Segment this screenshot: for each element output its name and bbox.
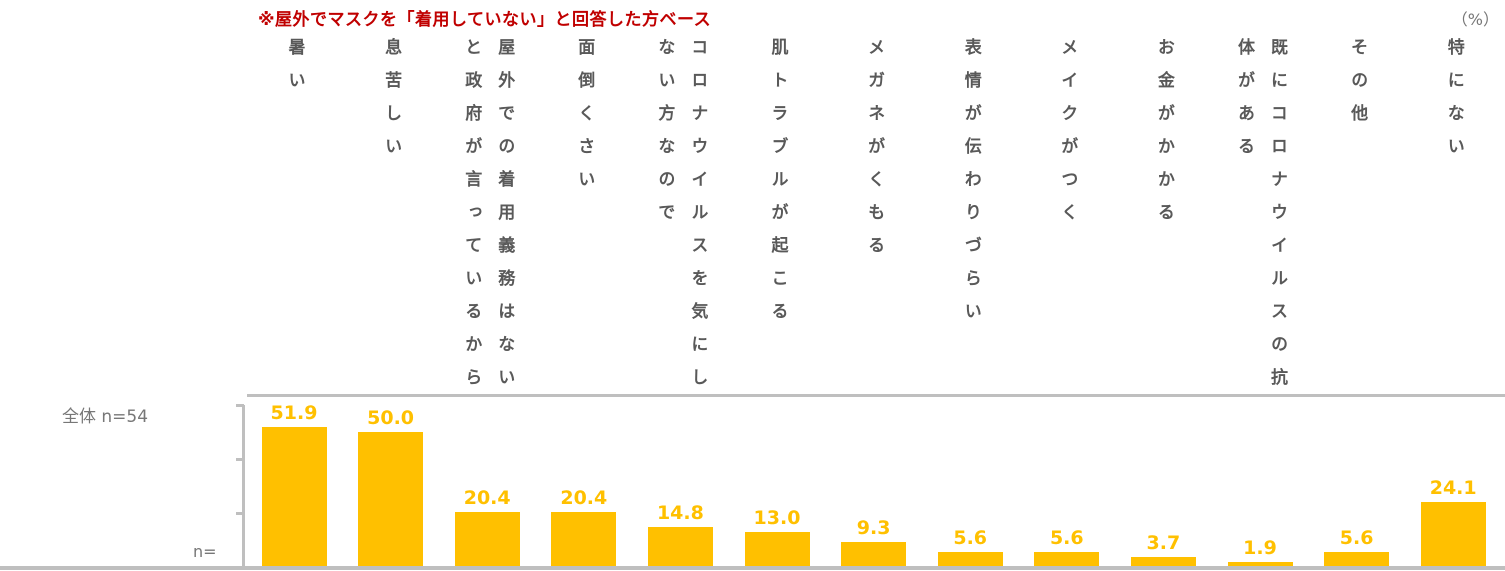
- category-label: 暑い: [284, 38, 305, 104]
- data-label: 14.8: [656, 502, 704, 525]
- unit-label: （%）: [1451, 10, 1499, 29]
- data-label: 20.4: [463, 486, 511, 509]
- header-divider: [247, 394, 1505, 397]
- bar: [358, 432, 424, 567]
- category-label: コロナウイルスを気にしない方なので: [654, 38, 708, 401]
- baseline: [0, 566, 1505, 570]
- bar: [261, 426, 327, 567]
- category-label: 表情が伝わりづらい: [960, 38, 981, 335]
- bar: [841, 541, 907, 567]
- data-label: 24.1: [1429, 476, 1477, 499]
- n-label: n=: [193, 542, 217, 561]
- data-label: 5.6: [953, 526, 988, 549]
- category-label: お金がかかる: [1153, 38, 1174, 236]
- y-tick: [236, 404, 244, 407]
- bar: [1420, 501, 1486, 567]
- bar: [1130, 557, 1196, 567]
- base-note: ※屋外でマスクを「着用していない」と回答した方ベース: [258, 10, 712, 30]
- data-label: 13.0: [753, 506, 801, 529]
- category-label: メイクがつく: [1057, 38, 1078, 236]
- row-label: 全体 n=54: [62, 407, 149, 427]
- category-label: 面倒くさい: [574, 38, 595, 203]
- bar: [1227, 561, 1293, 567]
- category-label: 屋外での着用義務はないと政府が言っているから: [461, 38, 515, 401]
- bar: [454, 511, 520, 567]
- category-label: 息苦しい: [381, 38, 402, 170]
- y-tick: [236, 458, 244, 461]
- data-label: 20.4: [560, 486, 608, 509]
- data-label: 5.6: [1339, 526, 1374, 549]
- data-label: 5.6: [1049, 526, 1084, 549]
- category-label: 肌トラブルが起こる: [767, 38, 788, 335]
- data-label: 1.9: [1243, 536, 1277, 559]
- bar: [1034, 551, 1100, 567]
- y-axis: [242, 405, 245, 568]
- category-label: メガネがくもる: [864, 38, 885, 269]
- data-label: 50.0: [367, 407, 415, 429]
- bar: [647, 527, 713, 567]
- category-label: 既にコロナウイルスの抗体がある: [1234, 38, 1287, 401]
- bar: [937, 551, 1003, 567]
- bar: [1324, 551, 1390, 567]
- data-label: 3.7: [1146, 532, 1181, 554]
- y-tick: [236, 512, 244, 515]
- data-label: 51.9: [270, 401, 318, 424]
- data-label: 9.3: [856, 516, 891, 539]
- category-label: その他: [1347, 38, 1368, 137]
- bar: [744, 531, 810, 567]
- bar: [551, 511, 617, 567]
- category-label: 特にない: [1443, 38, 1464, 170]
